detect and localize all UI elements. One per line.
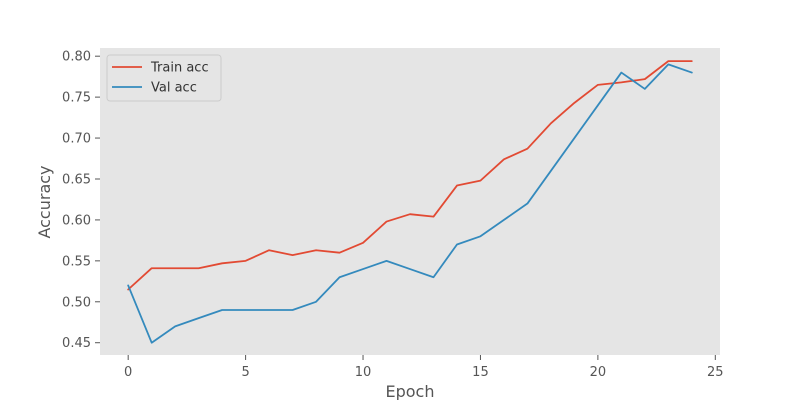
y-axis-ticks: 0.45 0.50 0.55 0.60 0.65 0.70 0.75 0.80 bbox=[62, 50, 100, 351]
legend: Train acc Val acc bbox=[106, 54, 222, 102]
legend-label: Val acc bbox=[151, 81, 197, 96]
y-tick-label: 0.75 bbox=[62, 91, 91, 106]
x-tick-label: 5 bbox=[241, 365, 249, 380]
series-line-train-acc bbox=[127, 60, 693, 291]
y-tick-label: 0.65 bbox=[62, 172, 91, 187]
x-axis-label: Epoch bbox=[386, 382, 435, 400]
x-tick-label: 25 bbox=[707, 365, 724, 380]
y-tick-label: 0.60 bbox=[62, 213, 91, 228]
legend-label: Train acc bbox=[150, 61, 209, 76]
y-tick-label: 0.55 bbox=[62, 254, 91, 269]
y-tick-label: 0.50 bbox=[62, 295, 91, 310]
x-tick-label: 0 bbox=[124, 365, 132, 380]
y-tick-label: 0.70 bbox=[62, 132, 91, 147]
x-tick-label: 20 bbox=[590, 365, 607, 380]
y-axis-label: Accuracy bbox=[35, 165, 54, 238]
y-tick-label: 0.80 bbox=[62, 50, 91, 65]
series-line-val-acc bbox=[127, 63, 693, 344]
series-lines bbox=[127, 60, 693, 344]
y-tick-label: 0.45 bbox=[62, 336, 91, 351]
x-tick-label: 10 bbox=[355, 365, 372, 380]
x-tick-label: 15 bbox=[472, 365, 489, 380]
x-axis-ticks: 0 5 10 15 20 25 bbox=[124, 355, 724, 380]
